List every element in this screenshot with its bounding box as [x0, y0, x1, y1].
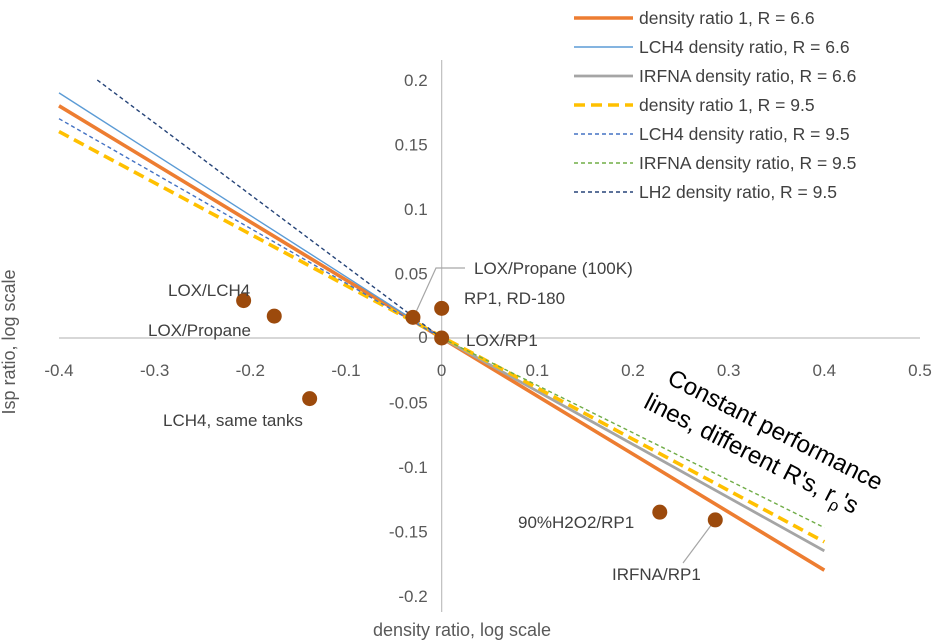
- x-tick-label: 0.4: [813, 361, 837, 380]
- y-tick-label: -0.15: [389, 523, 428, 542]
- data-point-1: [236, 293, 252, 309]
- data-point-4: [405, 309, 421, 325]
- constant-performance-annotation: Constant performance lines, different R'…: [640, 364, 887, 520]
- tick-labels: -0.4 -0.3 -0.2 -0.1 0 0.1 0.2 0.3 0.4 0.5 0.2 0.15 0…: [44, 71, 931, 606]
- x-tick-label: 0.2: [621, 361, 645, 380]
- series-line-7: [96, 79, 443, 339]
- y-tick-label: -0.05: [389, 394, 428, 413]
- x-tick-label: 0.1: [526, 361, 550, 380]
- point-label-3: LCH4, same tanks: [163, 411, 303, 430]
- legend-label-7: LH2 density ratio, R = 9.5: [639, 182, 837, 202]
- x-axis-title: density ratio, log scale: [373, 620, 551, 640]
- point-label-6: LOX/RP1: [466, 331, 538, 350]
- point-label-7: 90%H2O2/RP1: [518, 513, 634, 532]
- x-tick-label: -0.2: [236, 361, 265, 380]
- point-label-2: LOX/Propane: [148, 321, 251, 340]
- legend-label-1: density ratio 1, R = 6.6: [639, 8, 815, 28]
- y-axis-title: Isp ratio, log scale: [0, 269, 19, 414]
- y-tick-label: -0.2: [398, 587, 427, 606]
- y-tick-label: -0.1: [398, 458, 427, 477]
- series-line-3: [440, 336, 826, 553]
- y-tick-label: 0.15: [395, 136, 428, 155]
- series-line-2: [58, 92, 443, 339]
- x-tick-label: -0.3: [140, 361, 169, 380]
- data-point-6: [434, 330, 450, 346]
- y-tick-label: 0.2: [404, 71, 428, 90]
- x-tick-label: -0.4: [44, 361, 73, 380]
- data-point-8: [707, 512, 723, 528]
- data-point-2: [266, 308, 282, 324]
- series-line-6: [441, 337, 825, 529]
- y-tick-label: 0.1: [404, 200, 428, 219]
- legend-label-4: density ratio 1, R = 9.5: [639, 95, 815, 115]
- series-line-5: [58, 118, 443, 339]
- point-label-8: IRFNA/RP1: [612, 565, 701, 584]
- point-label-1: LOX/LCH4: [168, 281, 250, 300]
- point-label-5: RP1, RD-180: [464, 289, 565, 308]
- x-tick-label: 0: [437, 361, 446, 380]
- point-label-4: LOX/Propane (100K): [474, 259, 633, 278]
- legend-label-3: IRFNA density ratio, R = 6.6: [639, 66, 856, 86]
- x-tick-label: 0.5: [908, 361, 932, 380]
- y-tick-label: 0.05: [395, 265, 428, 284]
- annotation-line-2-end: 's: [836, 488, 863, 520]
- y-tick-label: 0: [418, 328, 427, 347]
- data-point-5: [434, 300, 450, 316]
- data-point-3: [302, 391, 318, 407]
- data-point-7: [652, 504, 668, 520]
- legend-label-5: LCH4 density ratio, R = 9.5: [639, 124, 850, 144]
- points-layer: LOX/LCH4 LOX/Propane LCH4, same tanks LOX/P…: [148, 259, 723, 584]
- leader-line-propane-100k: [415, 267, 465, 313]
- legend-label-6: IRFNA density ratio, R = 9.5: [639, 153, 856, 173]
- legend: density ratio 1, R = 6.6 LCH4 density rat…: [574, 8, 856, 202]
- x-tick-label: -0.1: [331, 361, 360, 380]
- legend-label-2: LCH4 density ratio, R = 6.6: [639, 37, 850, 57]
- x-tick-label: 0.3: [717, 361, 741, 380]
- leader-line-irfna: [682, 523, 713, 564]
